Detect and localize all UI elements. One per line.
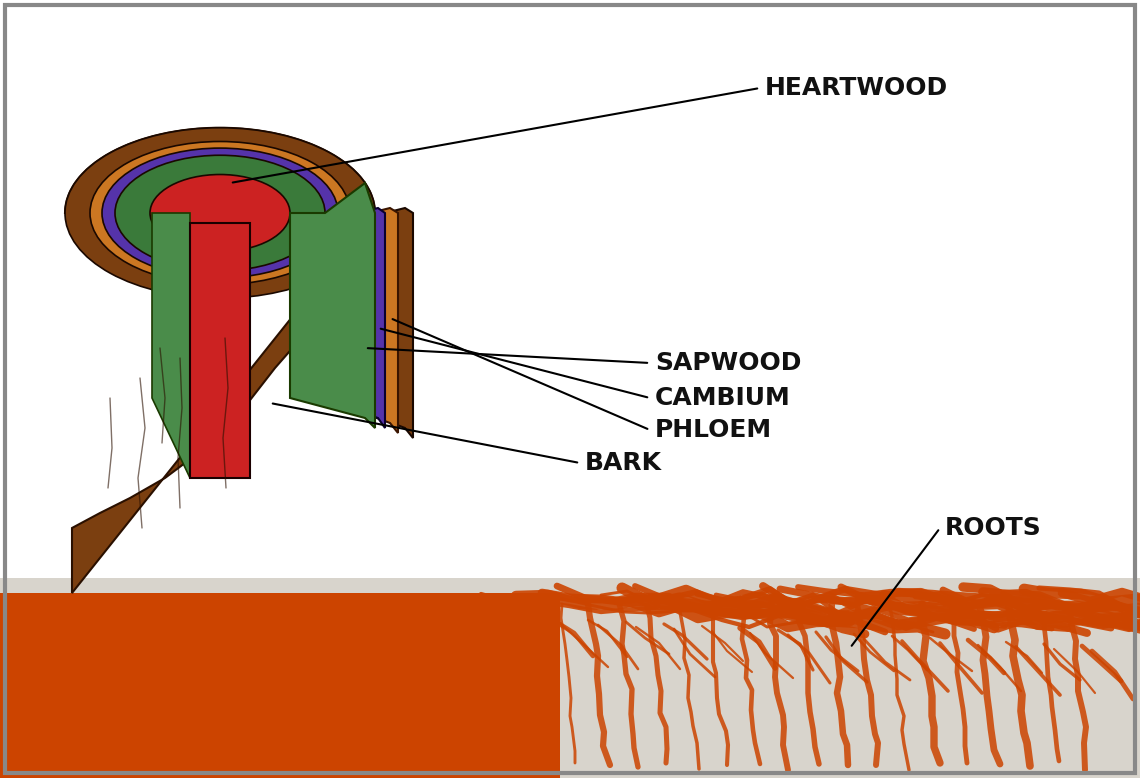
Polygon shape (65, 128, 375, 593)
Ellipse shape (65, 128, 375, 298)
Text: BARK: BARK (585, 451, 662, 475)
Polygon shape (358, 208, 413, 438)
Polygon shape (332, 208, 385, 428)
Polygon shape (290, 183, 375, 428)
Bar (0, 578, 1140, 778)
Text: PHLOEM: PHLOEM (656, 418, 772, 442)
Text: ROOTS: ROOTS (945, 516, 1042, 540)
Ellipse shape (150, 174, 290, 251)
Polygon shape (190, 223, 250, 478)
Polygon shape (345, 208, 398, 433)
Polygon shape (0, 593, 560, 778)
Ellipse shape (90, 142, 350, 285)
Text: CAMBIUM: CAMBIUM (656, 386, 791, 410)
Text: HEARTWOOD: HEARTWOOD (765, 76, 948, 100)
Ellipse shape (101, 148, 337, 278)
Text: SAPWOOD: SAPWOOD (656, 351, 801, 375)
Ellipse shape (115, 156, 325, 271)
Polygon shape (152, 213, 190, 478)
